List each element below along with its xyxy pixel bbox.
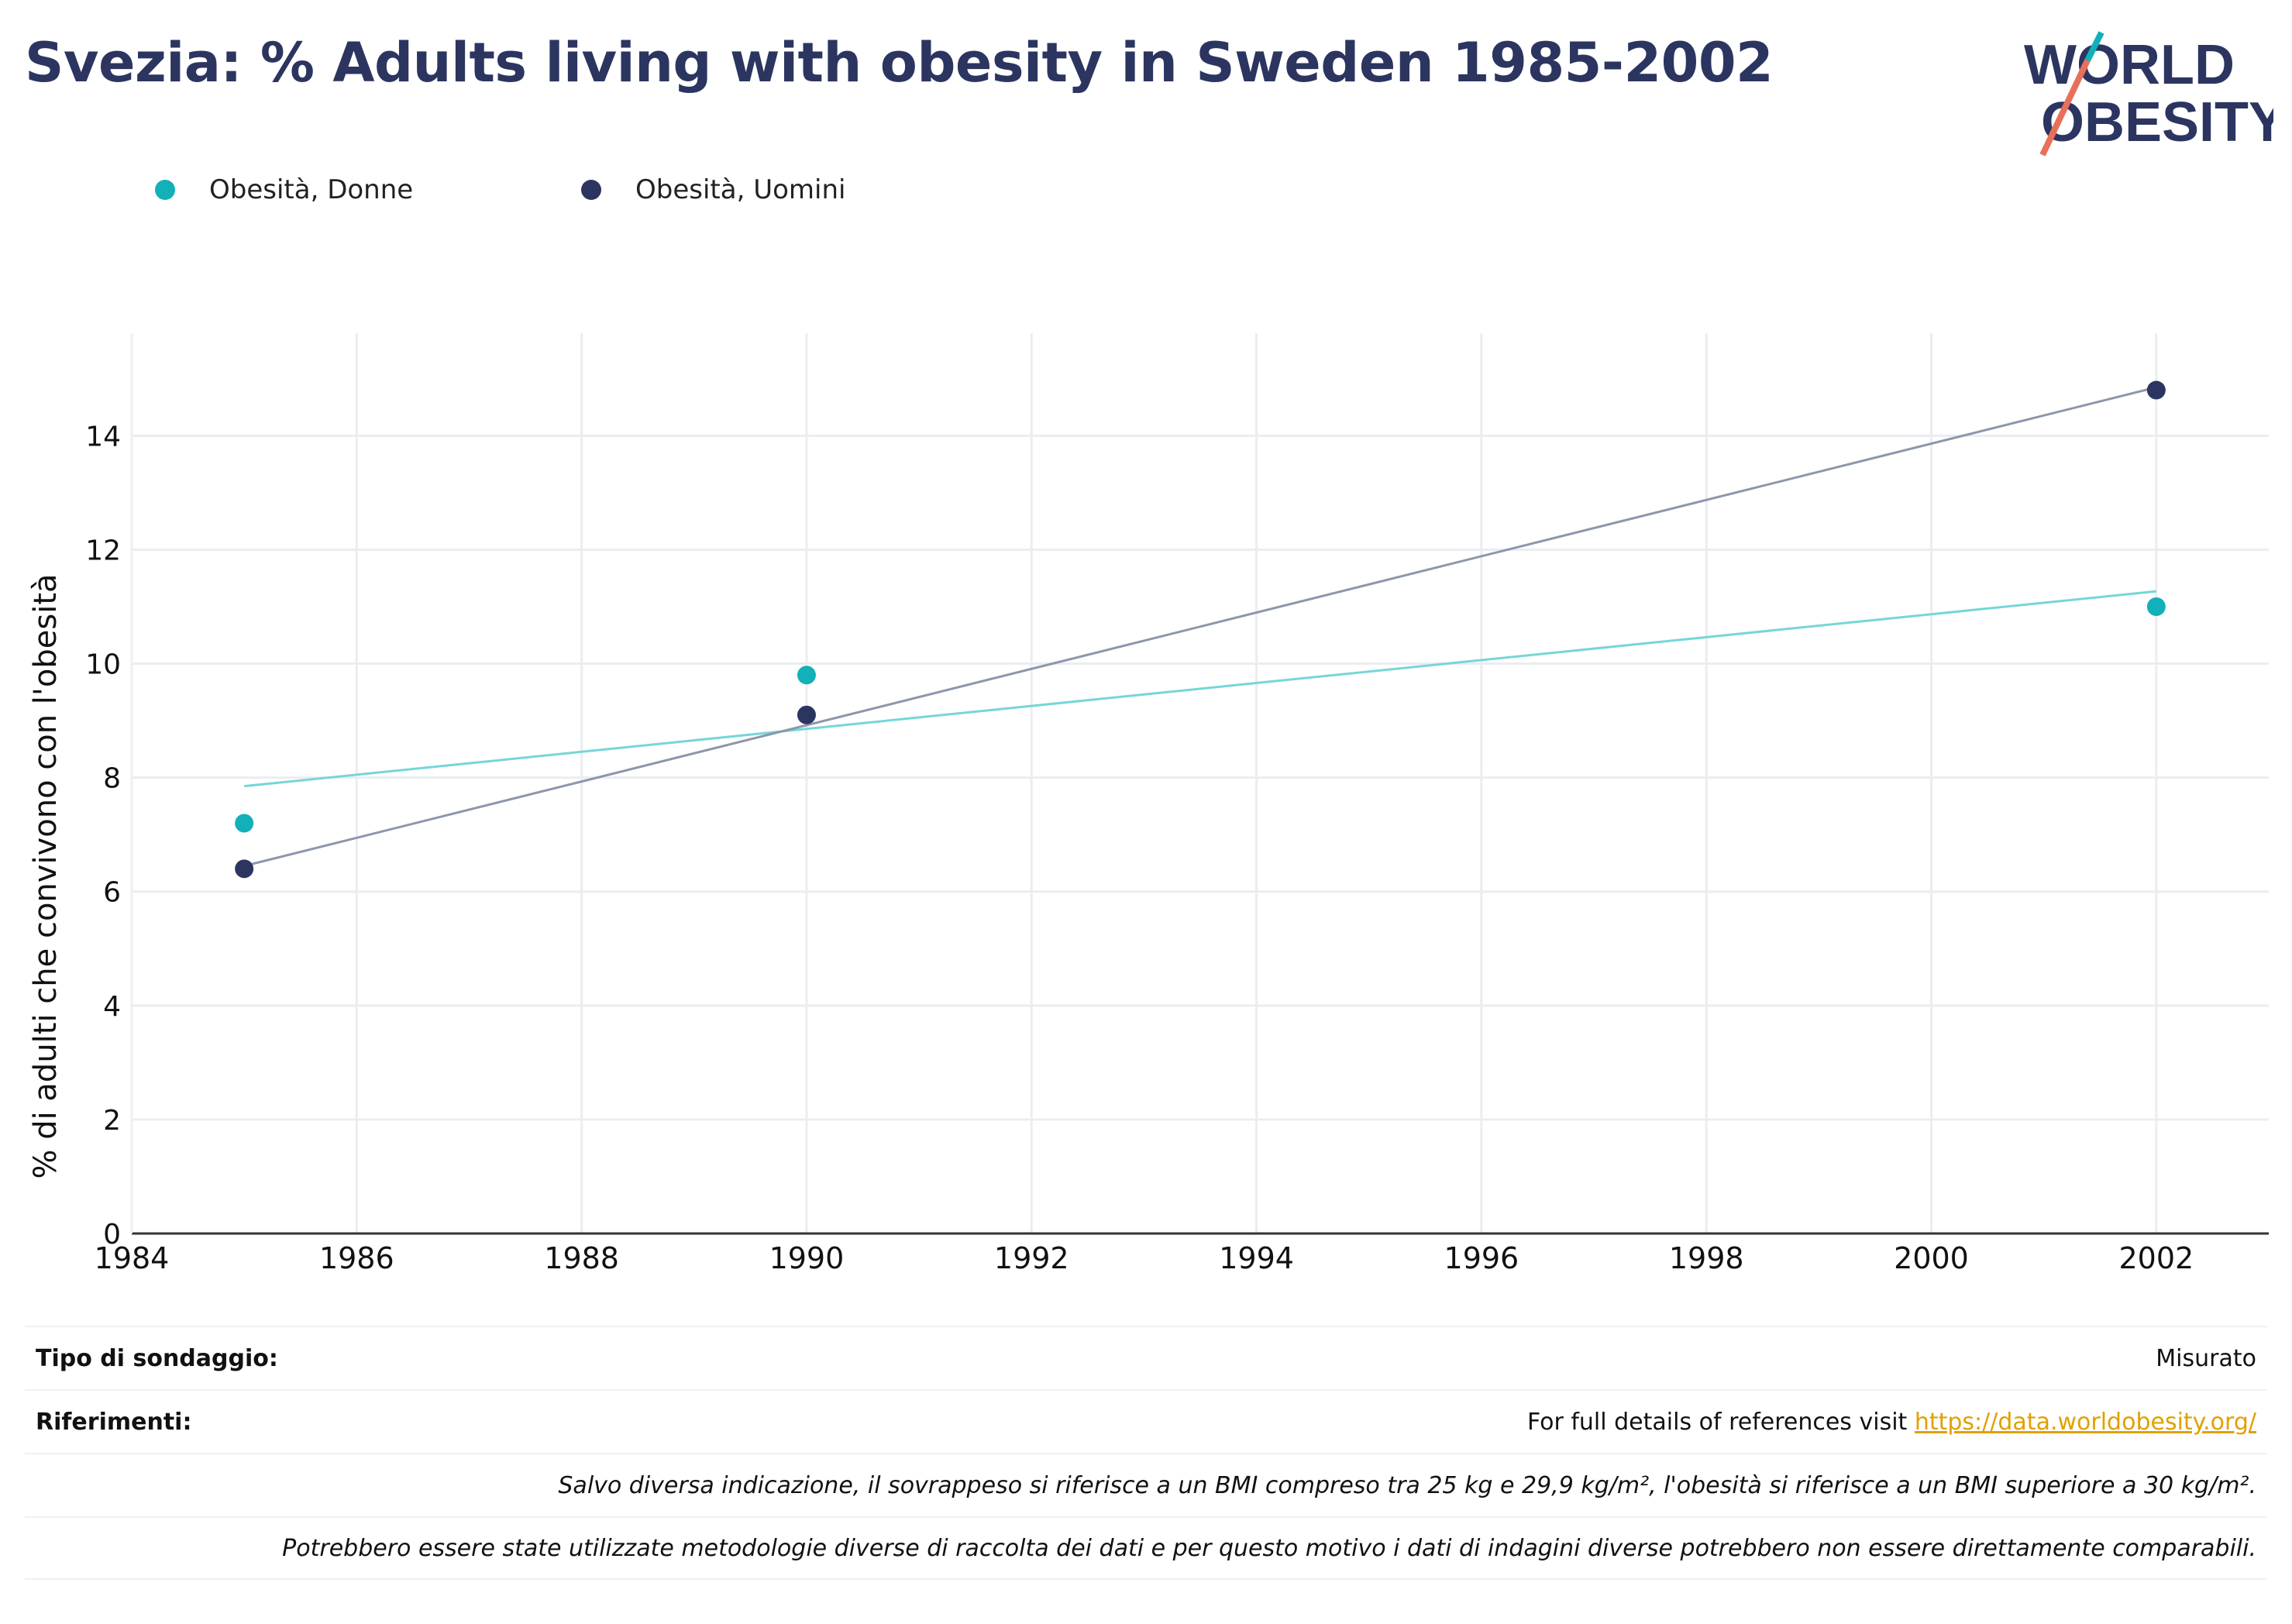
y-tick-label: 8	[103, 763, 121, 795]
trendline-men	[243, 386, 2157, 868]
logo-line2: OBESITY	[2041, 91, 2273, 153]
legend-marker-men	[581, 180, 601, 200]
y-tick-label: 0	[103, 1219, 121, 1251]
x-tick-label: 1998	[1669, 1241, 1744, 1275]
survey-type-value: Misurato	[2156, 1344, 2256, 1372]
legend: Obesità, Donne Obesità, Uomini	[155, 174, 1007, 205]
logo-slash-red	[2039, 59, 2091, 157]
data-point-men	[235, 859, 254, 879]
references-link[interactable]: https://data.worldobesity.org/	[1914, 1408, 2256, 1436]
references-text: For full details of references visit	[1526, 1408, 1915, 1436]
data-point-women	[2146, 597, 2166, 617]
legend-label-women: Obesità, Donne	[209, 174, 414, 205]
data-point-men	[2146, 380, 2166, 400]
y-tick-label: 4	[103, 991, 121, 1023]
legend-item-men[interactable]: Obesità, Uomini	[581, 174, 1007, 205]
x-tick-label: 1994	[1219, 1241, 1294, 1275]
x-tick-label: 1984	[95, 1241, 170, 1275]
legend-marker-women	[155, 180, 175, 200]
footer-row-references: Riferimenti: For full details of referen…	[25, 1389, 2267, 1453]
chart-title: Svezia: % Adults living with obesity in …	[25, 31, 1774, 95]
data-point-men	[797, 705, 816, 724]
x-tick-label: 2000	[1894, 1241, 1969, 1275]
y-tick-label: 10	[85, 649, 121, 681]
footer-note-bmi: Salvo diversa indicazione, il sovrappeso…	[25, 1453, 2267, 1516]
legend-item-women[interactable]: Obesità, Donne	[155, 174, 581, 205]
scatter-chart: 1984 1986 1988 1990 1992 1994 1996 1998 2000 2002…	[28, 333, 2269, 1275]
y-tick-label: 2	[103, 1105, 121, 1137]
x-tick-label: 2002	[2118, 1241, 2194, 1275]
chart-footer: Tipo di sondaggio: Misurato Riferimenti:…	[25, 1326, 2267, 1580]
data-point-women	[235, 814, 254, 833]
references-label: Riferimenti:	[36, 1408, 192, 1436]
y-tick-label: 6	[103, 877, 121, 909]
logo-line1: WORLD	[2024, 34, 2235, 96]
legend-label-men: Obesità, Uomini	[635, 174, 846, 205]
footer-row-survey: Tipo di sondaggio: Misurato	[25, 1326, 2267, 1389]
data-point-women	[797, 666, 816, 685]
survey-type-label: Tipo di sondaggio:	[36, 1344, 278, 1372]
logo-slash-teal	[2084, 31, 2104, 62]
x-tick-label: 1996	[1444, 1241, 1519, 1275]
x-tick-label: 1988	[544, 1241, 619, 1275]
y-tick-label: 12	[85, 535, 121, 566]
trendline-women	[244, 590, 2156, 788]
footer-note-methodology: Potrebbero essere state utilizzate metod…	[25, 1516, 2267, 1580]
x-tick-label: 1992	[994, 1241, 1069, 1275]
x-tick-label: 1990	[769, 1241, 845, 1275]
world-obesity-logo: WORLD OBESITY	[2024, 31, 2273, 157]
references-value: For full details of references visit htt…	[1527, 1409, 2256, 1436]
y-axis-label: % di adulti che convivono con l'obesità	[28, 573, 64, 1178]
x-tick-label: 1986	[319, 1241, 394, 1275]
y-tick-label: 14	[85, 421, 121, 452]
